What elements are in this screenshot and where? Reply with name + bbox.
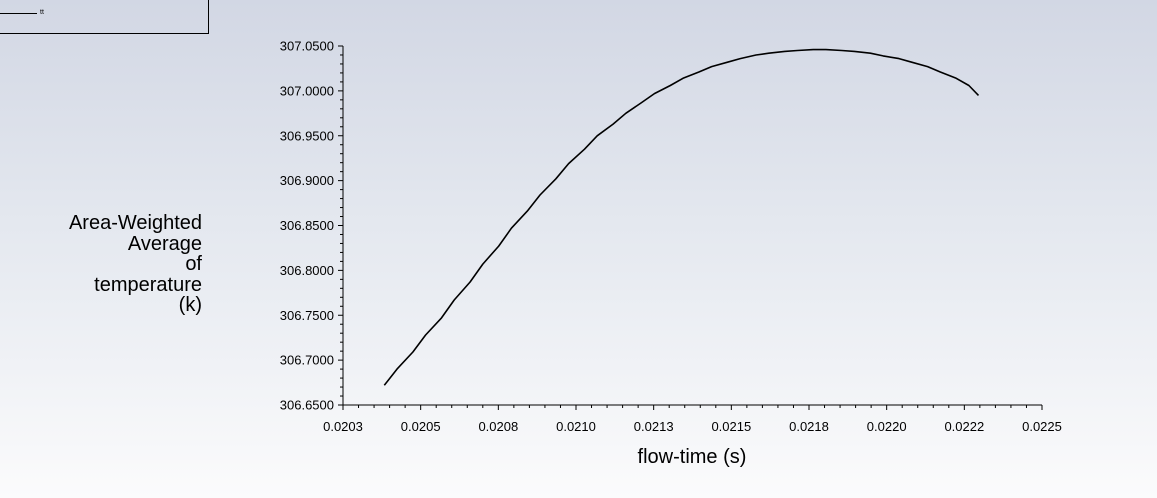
x-tick-label: 0.0210 bbox=[556, 419, 596, 434]
y-tick-label: 306.8500 bbox=[280, 218, 334, 233]
legend: tt bbox=[0, 0, 209, 34]
series-group bbox=[383, 48, 980, 386]
y-axis-title-line: temperature bbox=[94, 273, 202, 296]
y-axis-title: Area-Weighted Average of temperature (k) bbox=[12, 213, 202, 316]
x-axis-title: flow-time (s) bbox=[638, 446, 747, 468]
x-tick-label: 0.0220 bbox=[867, 419, 907, 434]
y-tick-label: 307.0500 bbox=[280, 39, 334, 54]
series-line bbox=[383, 48, 980, 386]
x-tick-label: 0.0215 bbox=[711, 419, 751, 434]
y-axis-title-line: of bbox=[185, 253, 202, 276]
x-tick-label: 0.0213 bbox=[634, 419, 674, 434]
y-tick-label: 306.9500 bbox=[280, 128, 334, 143]
axes bbox=[342, 46, 1042, 406]
y-tick-label: 306.6500 bbox=[280, 398, 334, 413]
x-tick-label: 0.0225 bbox=[1022, 419, 1062, 434]
y-tick-label: 306.7000 bbox=[280, 353, 334, 368]
x-tick-label: 0.0205 bbox=[401, 419, 441, 434]
x-tick-label: 0.0208 bbox=[478, 419, 518, 434]
y-axis-ticks: 306.6500 306.7000 306.7500 306.8000 306.8500… bbox=[280, 39, 343, 413]
legend-line-swatch bbox=[0, 13, 37, 14]
y-axis-title-line: Average bbox=[127, 232, 202, 255]
y-tick-label: 307.0000 bbox=[280, 83, 334, 98]
y-tick-label: 306.8000 bbox=[280, 263, 334, 278]
x-tick-label: 0.0222 bbox=[944, 419, 984, 434]
y-axis-title-line: Area-Weighted bbox=[68, 212, 202, 234]
y-tick-label: 306.9000 bbox=[280, 173, 334, 188]
x-tick-label: 0.0203 bbox=[323, 419, 363, 434]
x-tick-label: 0.0218 bbox=[789, 419, 829, 434]
legend-label: tt bbox=[40, 9, 44, 16]
y-axis-title-line: (k) bbox=[178, 294, 202, 317]
x-axis-ticks: 0.0203 0.0205 0.0208 0.0210 0.0213 0.0215 0.02… bbox=[323, 405, 1062, 434]
y-tick-label: 306.7500 bbox=[280, 308, 334, 323]
